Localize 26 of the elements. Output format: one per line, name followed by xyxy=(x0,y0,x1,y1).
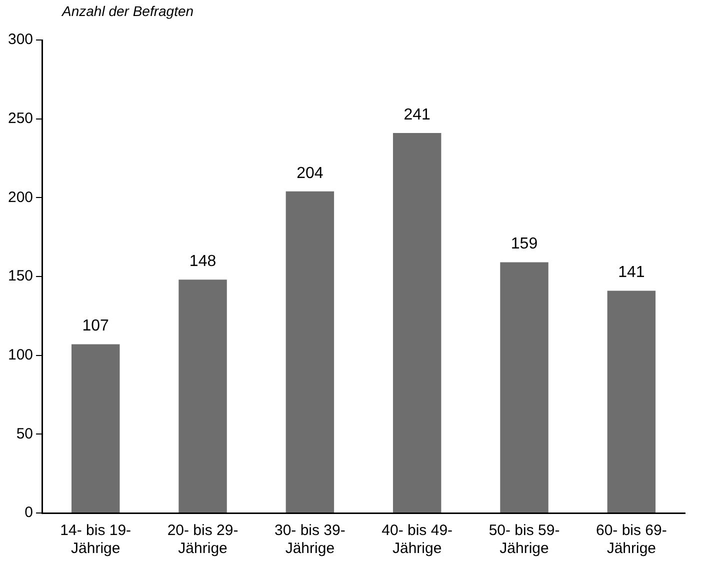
bar xyxy=(286,191,334,512)
x-tick-label: 14- bis 19- Jährige xyxy=(60,522,132,558)
data-label: 141 xyxy=(618,264,645,282)
data-label: 107 xyxy=(82,318,110,335)
data-label: 159 xyxy=(510,236,538,253)
bar xyxy=(607,290,656,512)
y-tick-label: 50 xyxy=(16,425,34,442)
data-label: 241 xyxy=(404,106,431,124)
y-axis-title: Anzahl der Befragten xyxy=(62,3,194,19)
x-tick-label: 50- bis 59- Jährige xyxy=(488,522,560,558)
x-tick-label: 20- bis 29- Jährige xyxy=(167,522,238,558)
x-tick-label: 40- bis 49- Jährige xyxy=(382,522,453,558)
y-tick-label: 150 xyxy=(8,268,34,285)
y-tick-label: 200 xyxy=(8,188,34,206)
bar xyxy=(392,133,442,512)
x-tick-label: 60- bis 69- Jährige xyxy=(596,522,667,558)
data-label: 204 xyxy=(296,164,324,182)
y-tick-label: 100 xyxy=(8,346,34,364)
y-tick-label: 0 xyxy=(24,504,34,522)
y-tick-label: 300 xyxy=(8,31,34,48)
bar xyxy=(71,344,120,512)
data-label: 148 xyxy=(189,253,216,270)
bar xyxy=(500,262,548,512)
x-tick-label: 30- bis 39- Jährige xyxy=(274,522,346,558)
bar xyxy=(178,280,227,512)
y-tick-label: 250 xyxy=(8,110,34,127)
